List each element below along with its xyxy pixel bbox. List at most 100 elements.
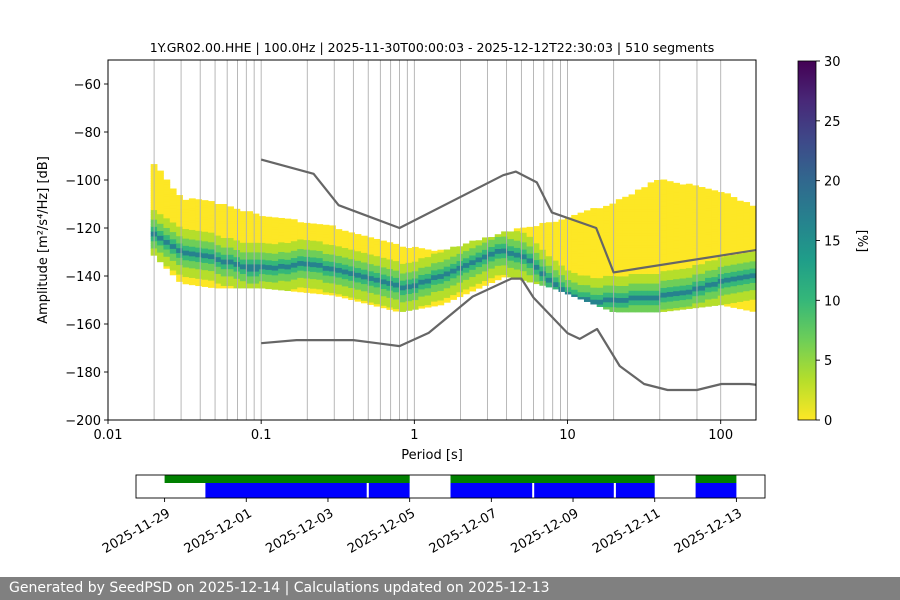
heatmap-cell <box>399 292 406 296</box>
heatmap-cell <box>322 239 330 242</box>
heatmap-cell <box>252 264 260 267</box>
heatmap-cell <box>278 268 285 272</box>
heatmap-cell <box>431 291 438 295</box>
heatmap-cell <box>583 265 591 269</box>
heatmap-cell <box>564 291 572 295</box>
heatmap-cell <box>182 269 190 273</box>
heatmap-cell <box>309 273 317 277</box>
heatmap-cell <box>749 232 756 235</box>
heatmap-cell <box>583 294 591 298</box>
heatmap-cell <box>157 201 164 205</box>
heatmap-cell <box>673 185 680 189</box>
heatmap-cell <box>482 237 489 241</box>
heatmap-cell <box>176 202 183 206</box>
heatmap-cell <box>698 203 706 207</box>
heatmap-cell <box>736 241 744 245</box>
heatmap-cell <box>558 224 566 228</box>
heatmap-cell <box>259 242 266 246</box>
heatmap-cell <box>705 222 712 226</box>
heatmap-cell <box>634 196 642 200</box>
heatmap-cell <box>208 282 215 286</box>
heatmap-cell <box>698 227 706 231</box>
heatmap-cell <box>679 254 687 257</box>
heatmap-cell <box>705 258 712 262</box>
heatmap-cell <box>622 213 629 217</box>
heatmap-cell <box>609 292 617 296</box>
heatmap-cell <box>271 253 279 257</box>
heatmap-cell <box>628 304 636 308</box>
heatmap-cell <box>736 277 744 281</box>
heatmap-cell <box>482 249 489 253</box>
heatmap-cell <box>265 283 273 287</box>
heatmap-cell <box>284 271 292 275</box>
heatmap-cell <box>590 265 598 269</box>
heatmap-cell <box>488 277 496 281</box>
heatmap-cell <box>501 269 508 273</box>
heatmap-cell <box>730 235 738 239</box>
heatmap-cell <box>647 240 655 243</box>
heatmap-cell <box>201 276 209 280</box>
heatmap-cell <box>564 260 572 264</box>
heatmap-cell <box>692 305 700 309</box>
heatmap-cell <box>290 260 298 263</box>
heatmap-cell <box>246 228 254 231</box>
heatmap-cell <box>488 280 496 284</box>
heatmap-cell <box>685 217 693 221</box>
heatmap-cell <box>666 289 674 292</box>
heatmap-cell <box>182 209 190 213</box>
heatmap-cell <box>660 225 668 228</box>
heatmap-cell <box>399 268 406 272</box>
date-tick-label: 2025-12-05 <box>345 506 418 557</box>
heatmap-cell <box>214 230 222 234</box>
heatmap-cell <box>711 209 719 213</box>
heatmap-cell <box>316 248 324 251</box>
heatmap-cell <box>679 215 687 219</box>
heatmap-cell <box>724 255 731 259</box>
heatmap-cell <box>583 284 591 288</box>
heatmap-cell <box>628 235 636 238</box>
heatmap-cell <box>679 194 687 197</box>
heatmap-cell <box>526 243 534 247</box>
heatmap-cell <box>673 302 680 306</box>
coverage-green-segment <box>450 475 655 483</box>
heatmap-cell <box>290 288 298 292</box>
heatmap-cell <box>717 232 725 236</box>
heatmap-cell <box>641 288 649 291</box>
heatmap-cell <box>724 200 731 204</box>
heatmap-cell <box>507 262 515 266</box>
heatmap-cell <box>208 234 215 238</box>
heatmap-cell <box>188 241 196 245</box>
heatmap-cell <box>284 228 292 232</box>
heatmap-cell <box>284 235 292 239</box>
heatmap-cell <box>341 266 349 270</box>
heatmap-cell <box>284 237 292 241</box>
heatmap-cell <box>673 283 680 287</box>
heatmap-cell <box>685 272 693 276</box>
heatmap-cell <box>316 238 324 242</box>
heatmap-cell <box>558 286 566 290</box>
heatmap-cell <box>641 249 649 253</box>
heatmap-cell <box>290 267 298 271</box>
heatmap-cell <box>169 193 177 197</box>
heatmap-cell <box>341 242 349 246</box>
heatmap-cell <box>437 295 445 299</box>
heatmap-cell <box>609 302 617 305</box>
heatmap-cell <box>157 180 164 184</box>
heatmap-cell <box>615 211 623 214</box>
heatmap-cell <box>692 221 700 225</box>
heatmap-cell <box>698 283 706 286</box>
heatmap-cell <box>615 240 623 243</box>
heatmap-cell <box>220 242 228 246</box>
heatmap-cell <box>564 246 572 249</box>
heatmap-cell <box>354 296 362 300</box>
heatmap-cell <box>233 283 241 286</box>
heatmap-cell <box>596 215 604 219</box>
heatmap-cell <box>329 259 336 262</box>
heatmap-cell <box>749 258 756 262</box>
heatmap-cell <box>341 290 349 294</box>
heatmap-cell <box>341 230 349 234</box>
heatmap-cell <box>214 249 222 253</box>
heatmap-cell <box>717 218 725 222</box>
heatmap-cell <box>654 220 661 224</box>
heatmap-cell <box>743 240 751 244</box>
